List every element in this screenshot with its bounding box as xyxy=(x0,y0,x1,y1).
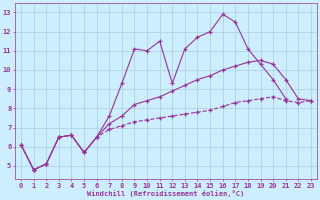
X-axis label: Windchill (Refroidissement éolien,°C): Windchill (Refroidissement éolien,°C) xyxy=(87,190,244,197)
